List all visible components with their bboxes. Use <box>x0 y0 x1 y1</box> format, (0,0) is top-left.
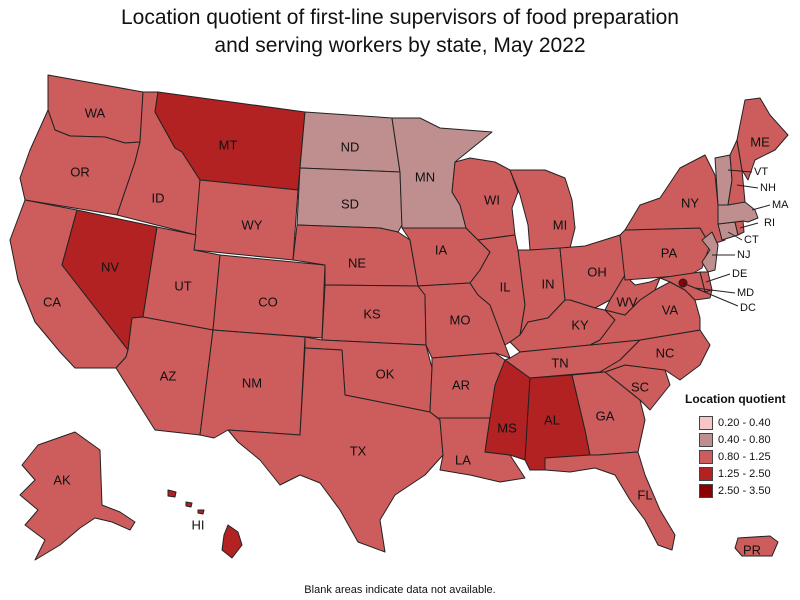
state-label-dc: DC <box>740 302 756 314</box>
legend-label: 1.25 - 2.50 <box>718 467 771 480</box>
state-label-nc: NC <box>656 346 675 361</box>
state-label-ut: UT <box>174 279 191 294</box>
state-label-mo: MO <box>450 313 471 328</box>
state-label-ct: CT <box>744 234 759 246</box>
dc-leader-line <box>682 282 739 307</box>
state-me <box>736 97 789 181</box>
state-ct <box>717 221 739 241</box>
legend-item: 0.20 - 0.40 <box>685 414 797 431</box>
state-label-id: ID <box>152 191 165 206</box>
legend-label: 0.80 - 1.25 <box>718 450 771 463</box>
state-label-ne: NE <box>348 256 366 271</box>
legend-label: 2.50 - 3.50 <box>718 484 771 497</box>
state-label-ma: MA <box>772 199 789 211</box>
legend-swatch <box>699 483 713 498</box>
vt-leader-line <box>727 169 753 173</box>
state-label-nm: NM <box>242 376 262 391</box>
state-hi <box>167 489 243 559</box>
state-label-de: DE <box>732 268 747 280</box>
state-label-nh: NH <box>760 182 776 194</box>
state-label-md: MD <box>737 287 754 299</box>
state-label-or: OR <box>70 165 90 180</box>
state-label-il: IL <box>500 280 511 295</box>
legend-item: 0.80 - 1.25 <box>685 448 797 465</box>
state-label-nv: NV <box>101 260 119 275</box>
state-label-pr: PR <box>743 543 761 558</box>
state-label-in: IN <box>542 277 555 292</box>
state-label-ok: OK <box>376 367 395 382</box>
state-label-az: AZ <box>160 369 177 384</box>
state-nj <box>701 231 719 273</box>
state-label-mi: MI <box>553 218 567 233</box>
legend-item: 1.25 - 2.50 <box>685 465 797 482</box>
state-label-vt: VT <box>754 166 768 178</box>
legend: Location quotient 0.20 - 0.40 0.40 - 0.80… <box>685 392 797 499</box>
state-label-ri: RI <box>764 217 775 229</box>
state-label-ky: KY <box>571 318 589 333</box>
state-label-ia: IA <box>435 243 448 258</box>
state-label-me: ME <box>750 135 770 150</box>
state-label-tx: TX <box>350 444 367 459</box>
footnote: Blank areas indicate data not available. <box>304 584 496 596</box>
state-label-wv: WV <box>617 295 638 310</box>
legend-swatch <box>699 449 713 464</box>
ma-leader-line <box>751 204 771 211</box>
legend-title: Location quotient <box>685 392 786 406</box>
state-label-ks: KS <box>363 307 381 322</box>
state-label-fl: FL <box>637 488 652 503</box>
de-leader-line <box>705 273 731 283</box>
state-label-nd: ND <box>341 140 360 155</box>
state-tx <box>227 347 444 553</box>
state-mi <box>509 169 576 251</box>
ri-leader-line <box>739 222 759 229</box>
state-label-va: VA <box>662 303 679 318</box>
md-leader-line <box>694 287 736 294</box>
legend-item: 0.40 - 0.80 <box>685 431 797 448</box>
state-label-ny: NY <box>681 196 699 211</box>
state-label-nj: NJ <box>737 249 750 261</box>
state-label-wi: WI <box>484 193 500 208</box>
state-label-pa: PA <box>661 246 678 261</box>
state-label-al: AL <box>544 413 560 428</box>
legend-item: 2.50 - 3.50 <box>685 482 797 499</box>
state-label-sc: SC <box>631 380 649 395</box>
state-label-wa: WA <box>85 106 106 121</box>
state-label-ak: AK <box>53 473 71 488</box>
state-label-ar: AR <box>452 378 470 393</box>
state-label-mt: MT <box>219 138 238 153</box>
ct-leader-line <box>727 231 743 241</box>
state-wi <box>451 157 519 241</box>
nh-leader-line <box>736 184 759 189</box>
state-nc <box>599 329 711 381</box>
state-label-sd: SD <box>341 197 359 212</box>
map-title: Location quotient of first-line supervis… <box>121 6 679 57</box>
state-ak <box>19 431 136 561</box>
state-label-ga: GA <box>596 409 615 424</box>
state-label-tn: TN <box>551 356 568 371</box>
state-ma <box>717 201 759 225</box>
legend-swatch <box>699 432 713 447</box>
state-label-ca: CA <box>43 295 61 310</box>
state-label-hi: HI <box>192 518 205 533</box>
state-label-ms: MS <box>497 421 517 436</box>
state-fl <box>544 451 676 551</box>
state-pr <box>734 535 779 557</box>
state-label-oh: OH <box>587 265 607 280</box>
legend-label: 0.20 - 0.40 <box>718 416 771 429</box>
state-label-co: CO <box>258 295 278 310</box>
state-label-mn: MN <box>415 170 435 185</box>
state-label-la: LA <box>455 453 471 468</box>
state-label-wy: WY <box>242 218 263 233</box>
legend-swatch <box>699 466 713 481</box>
legend-label: 0.40 - 0.80 <box>718 433 771 446</box>
legend-swatch <box>699 415 713 430</box>
